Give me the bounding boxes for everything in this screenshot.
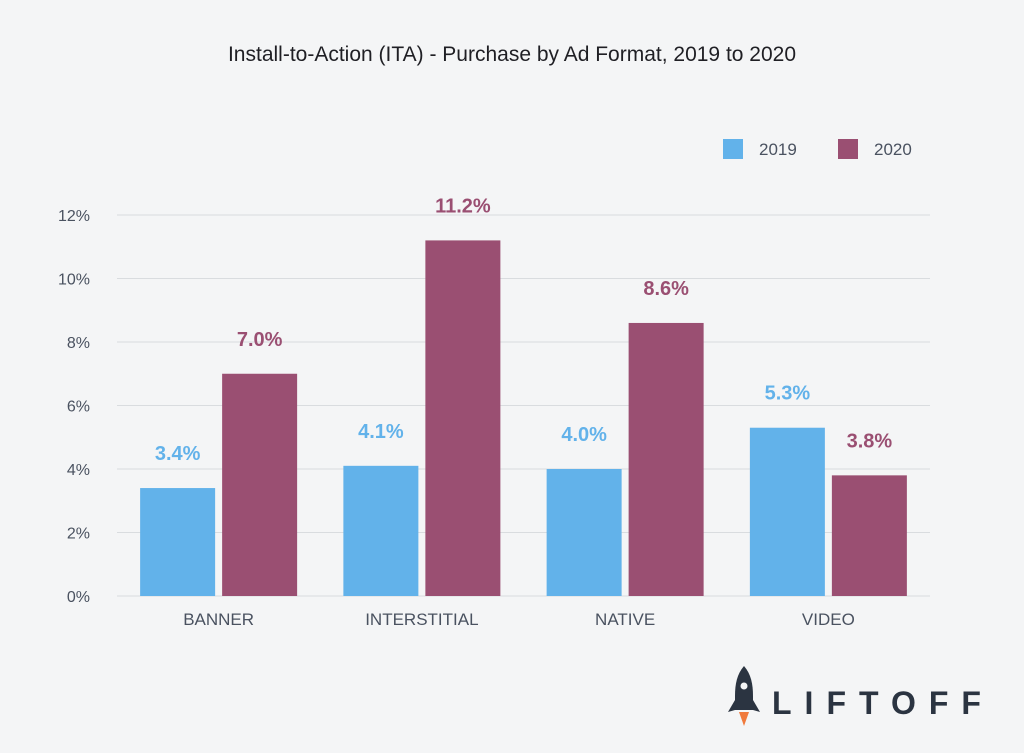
legend: 2019 2020: [723, 139, 912, 159]
bar-2019-banner: [140, 488, 216, 596]
rocket-icon: [728, 666, 760, 726]
bar-2020-banner: [222, 373, 298, 596]
x-axis-categories: BANNER INTERSTITIAL NATIVE VIDEO: [183, 610, 855, 629]
y-tick-label: 0%: [67, 589, 90, 606]
y-axis-ticks: 0% 2% 4% 6% 8% 10% 12%: [58, 208, 90, 606]
bar-2019-native: [546, 469, 622, 596]
chart-title: Install-to-Action (ITA) - Purchase by Ad…: [228, 43, 796, 66]
x-category-label: VIDEO: [802, 610, 855, 629]
bars: [140, 240, 907, 596]
legend-swatch-2019: [723, 139, 743, 159]
y-tick-label: 12%: [58, 208, 90, 225]
bar-2020-video: [831, 475, 907, 596]
brand-name: LIFTOFF: [772, 685, 994, 721]
y-tick-label: 8%: [67, 335, 90, 352]
legend-label: 2020: [874, 140, 912, 159]
bar-2020-interstitial: [425, 240, 501, 596]
legend-swatch-2020: [838, 139, 858, 159]
brand-logo: LIFTOFF: [728, 666, 994, 726]
data-label: 4.1%: [358, 421, 404, 443]
data-label: 8.6%: [643, 278, 689, 300]
bar-2020-native: [628, 322, 704, 596]
data-labels: 3.4% 7.0% 4.1% 11.2% 4.0% 8.6% 5.3% 3.8%: [155, 195, 893, 465]
bar-2019-interstitial: [343, 465, 419, 596]
y-tick-label: 10%: [58, 272, 90, 289]
y-tick-label: 4%: [67, 462, 90, 479]
x-category-label: NATIVE: [595, 610, 655, 629]
legend-label: 2019: [759, 140, 797, 159]
data-label: 11.2%: [435, 195, 491, 217]
y-tick-label: 6%: [67, 399, 90, 416]
data-label: 3.8%: [847, 430, 893, 452]
x-category-label: INTERSTITIAL: [365, 610, 478, 629]
data-label: 3.4%: [155, 443, 201, 465]
bar-2019-video: [749, 427, 825, 596]
x-category-label: BANNER: [183, 610, 254, 629]
data-label: 5.3%: [765, 383, 811, 405]
data-label: 4.0%: [561, 424, 607, 446]
data-label: 7.0%: [237, 329, 283, 351]
y-tick-label: 2%: [67, 526, 90, 543]
